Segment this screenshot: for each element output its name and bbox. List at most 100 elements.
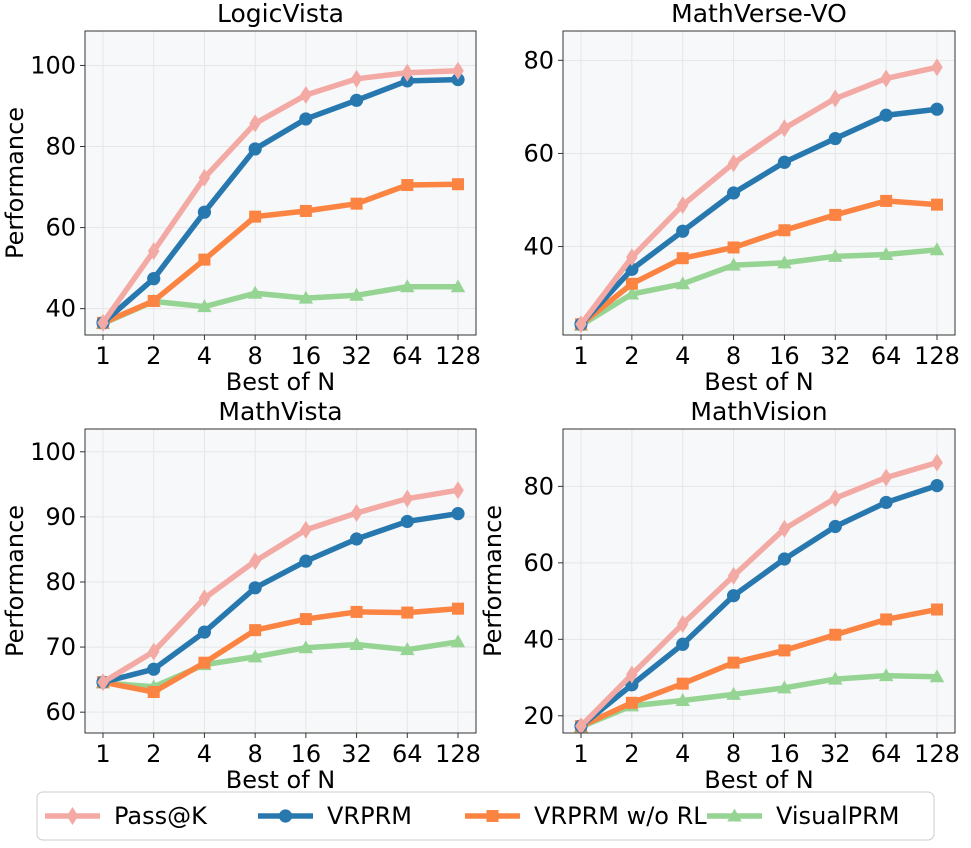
series-line-vrprm-w-o-rl: [100, 605, 461, 695]
series-pass-k: [97, 481, 464, 692]
data-point-vrprm: [248, 581, 262, 595]
data-point-vrprm-w-o-rl: [676, 252, 689, 265]
data-point-vrprm: [248, 142, 262, 156]
data-point-vrprm-w-o-rl: [676, 677, 689, 690]
data-point-vrprm-w-o-rl: [727, 656, 740, 669]
data-point-pass-k: [198, 168, 211, 187]
y-tick-label: 80: [45, 133, 76, 161]
legend-label: VRPRM: [327, 802, 412, 830]
x-tick-label: 64: [392, 740, 423, 768]
x-tick-label: 1: [95, 740, 110, 768]
data-point-visualprm: [298, 640, 314, 654]
data-point-pass-k: [829, 489, 842, 508]
series-pass-k: [575, 58, 943, 334]
data-point-pass-k: [97, 313, 109, 332]
x-tick-label: 4: [197, 740, 212, 768]
data-point-vrprm-w-o-rl: [778, 224, 791, 237]
data-point-vrprm: [726, 186, 741, 200]
data-point-pass-k: [931, 58, 943, 77]
data-point-visualprm: [929, 242, 945, 256]
data-point-vrprm-w-o-rl: [880, 613, 893, 626]
series-visualprm: [573, 242, 945, 331]
series-line-vrprm-w-o-rl: [578, 606, 940, 729]
legend-item-visualprm: VisualPRM: [707, 802, 900, 830]
data-point-visualprm: [777, 680, 792, 694]
data-point-vrprm: [197, 625, 212, 639]
series-line-vrprm: [578, 106, 940, 328]
y-tick-label: 60: [45, 698, 76, 726]
y-tick-label: 40: [45, 295, 76, 323]
data-point-pass-k: [300, 520, 312, 539]
y-tick-label: 100: [30, 51, 76, 79]
data-point-visualprm: [675, 276, 690, 290]
data-point-pass-k: [575, 315, 587, 334]
data-point-pass-k: [249, 552, 261, 571]
data-point-vrprm-w-o-rl: [350, 197, 363, 210]
y-axis-label: Performance: [1, 505, 29, 657]
data-point-visualprm: [349, 636, 364, 650]
series-line-pass-k: [100, 67, 461, 326]
x-tick-label: 16: [291, 342, 322, 370]
data-point-vrprm-w-o-rl: [625, 696, 638, 709]
series-pass-k: [575, 453, 943, 736]
legend-item-pass-k: Pass@K: [45, 802, 208, 830]
x-tick-label: 2: [624, 740, 639, 768]
y-tick-label: 80: [523, 472, 554, 500]
data-point-vrprm-w-o-rl: [198, 253, 211, 266]
x-tick-label: 4: [675, 342, 690, 370]
data-point-vrprm: [299, 554, 313, 568]
x-tick-label: 128: [435, 342, 481, 370]
legend-label: VisualPRM: [776, 802, 900, 830]
y-tick-label: 40: [523, 625, 554, 653]
x-tick-label: 32: [341, 740, 372, 768]
x-tick-label: 32: [820, 740, 851, 768]
y-tick-label: 60: [523, 549, 554, 577]
x-tick-label: 128: [914, 740, 960, 768]
x-tick-label: 8: [248, 740, 263, 768]
x-axis-label: Best of N: [226, 766, 336, 794]
x-tick-label: 64: [871, 342, 902, 370]
data-point-vrprm-w-o-rl: [778, 644, 791, 657]
data-point-pass-k: [676, 615, 689, 634]
data-point-visualprm: [828, 671, 843, 685]
x-axis-label: Best of N: [704, 766, 814, 794]
x-tick-label: 2: [624, 342, 639, 370]
data-point-pass-k: [147, 242, 160, 261]
data-point-pass-k: [880, 69, 892, 88]
data-point-pass-k: [350, 503, 363, 522]
data-point-visualprm: [726, 257, 741, 271]
legend-swatch-marker: [66, 807, 79, 825]
series-line-visualprm: [578, 247, 940, 328]
x-tick-label: 64: [392, 342, 423, 370]
data-point-visualprm: [726, 686, 741, 700]
x-tick-label: 2: [146, 342, 161, 370]
legend-item-vrprm-w-o-rl: VRPRM w/o RL: [465, 802, 707, 830]
legend: Pass@K VRPRM VRPRM w/o RL VisualPRM: [36, 791, 935, 841]
x-tick-label: 2: [146, 740, 161, 768]
x-axis-label: Best of N: [704, 368, 814, 396]
data-point-vrprm-w-o-rl: [452, 602, 464, 615]
data-point-vrprm-w-o-rl: [299, 204, 312, 217]
plot-frame: [562, 30, 956, 336]
y-tick-label: 40: [523, 233, 554, 261]
data-point-vrprm: [400, 514, 414, 529]
series-vrprm: [574, 102, 944, 331]
data-point-visualprm: [624, 286, 640, 300]
data-point-vrprm-w-o-rl: [198, 656, 211, 669]
data-point-vrprm: [676, 637, 690, 651]
data-point-visualprm: [878, 668, 894, 682]
plot-frame: [84, 428, 477, 734]
y-tick-label: 90: [45, 503, 76, 531]
series-vrprm: [96, 507, 465, 689]
chart-panel-mathvista: 1 2 4 8 16 32 64 128 60 70 80 90 100 MathVista Best of…: [1, 397, 481, 794]
x-axis-label: Best of N: [226, 368, 336, 396]
plot-frame: [84, 30, 477, 336]
y-tick-label: 60: [523, 139, 554, 167]
series-line-visualprm: [100, 639, 461, 690]
data-point-pass-k: [452, 481, 464, 500]
data-point-vrprm-w-o-rl: [147, 294, 160, 307]
x-tick-label: 1: [573, 740, 588, 768]
data-point-pass-k: [198, 589, 211, 608]
data-point-vrprm: [828, 519, 842, 534]
